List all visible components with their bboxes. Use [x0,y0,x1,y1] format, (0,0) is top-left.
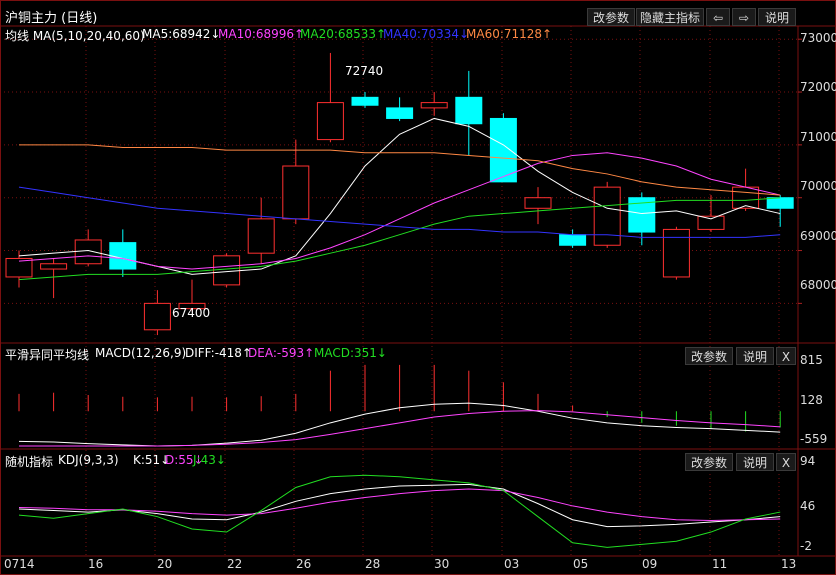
explain-button[interactable]: 说明 [758,8,796,26]
x-tick-label: 20 [157,557,173,571]
x-tick-label: 03 [504,557,520,571]
ma10-value: MA10:68996↑ [218,27,305,41]
d-line [18,488,781,522]
candle-body [455,96,483,125]
macd-y-tick-top: 815 [800,353,823,367]
chart-title: 沪铜主力 (日线) [5,11,98,26]
kdj-y-tick-top: 94 [800,454,816,468]
y-tick-68000: 68000 [800,278,836,292]
candle-body [697,215,725,230]
x-tick-label: 26 [296,557,312,571]
ma10-line [18,152,781,270]
y-tick-71000: 71000 [800,130,836,144]
candle-body [489,117,517,183]
candle-body [282,165,310,220]
x-tick-label: 0714 [4,557,35,571]
macd-dif-value: DIFF:-418↑ [185,346,252,360]
candle-body [420,102,448,109]
ma20-value: MA20:68533↑ [300,27,387,41]
macd-explain-button[interactable]: 说明 [736,347,774,365]
x-tick-label: 28 [365,557,381,571]
ma40-value: MA40:70334↓ [383,27,470,41]
next-arrow-icon[interactable]: ⇨ [732,8,756,26]
macd-dea-value: DEA:-593↑ [248,346,315,360]
macd-y-tick-mid: 128 [800,393,823,407]
candle-body [559,234,587,246]
candle-body [178,302,206,310]
kdj-params-button[interactable]: 改参数 [685,453,733,471]
ma5-value: MA5:68942↓ [142,27,221,41]
candle-body [316,102,344,141]
candle-body [40,263,68,270]
ma60-line [19,144,781,196]
prev-arrow-icon[interactable]: ⇦ [706,8,730,26]
x-tick-label: 09 [642,557,658,571]
candle-body [213,255,241,286]
kdj-close-icon[interactable]: X [776,453,796,471]
params-button[interactable]: 改参数 [587,8,635,26]
candle-body [74,239,102,265]
ma40-line [18,186,781,238]
macd-params: MACD(12,26,9) [95,346,187,360]
y-tick-72000: 72000 [800,80,836,94]
ma60-value: MA60:71128↑ [466,27,553,41]
kdj-params: KDJ(9,3,3) [58,453,119,467]
kdj-explain-button[interactable]: 说明 [736,453,774,471]
x-tick-label: 11 [712,557,728,571]
candle-body [109,242,137,270]
x-tick-label: 16 [88,557,104,571]
macd-y-tick-bottom: -559 [800,432,828,446]
j-line [18,474,781,548]
candle-body [247,218,275,254]
x-tick-label: 30 [434,557,450,571]
candle-body [766,197,794,209]
candle-body [662,228,690,278]
x-tick-label: 22 [227,557,243,571]
ma-legend-label: 均线 MA(5,10,20,40,60) [5,29,145,43]
candle-body [524,197,552,209]
macd-params-button[interactable]: 改参数 [685,347,733,365]
dea-line [19,410,781,447]
low-annotation: 67400 [172,306,211,320]
kdj-label: 随机指标 [5,455,54,469]
candle-body [143,302,171,331]
high-annotation: 72740 [345,64,384,78]
macd-close-icon[interactable]: X [776,347,796,365]
macd-value: MACD:351↓ [314,346,387,360]
y-tick-69000: 69000 [800,229,836,243]
kdj-j-value: J:43↓ [193,453,226,467]
x-tick-label: 05 [573,557,589,571]
kdj-k-value: K:51↓ [133,453,171,467]
ma20-line [18,197,781,281]
x-tick-label: 13 [781,557,797,571]
macd-label: 平滑异同平均线 [5,348,90,362]
y-tick-73000: 73000 [800,31,836,45]
candle-body [593,186,621,246]
candle-body [5,257,33,278]
kdj-y-tick-mid: 46 [800,499,816,513]
candle-body [386,107,414,119]
kdj-y-tick-bottom: -2 [800,539,812,553]
candle-body [732,186,760,209]
kdj-d-value: D:55↓ [165,453,204,467]
k-line [18,483,781,528]
y-tick-70000: 70000 [800,179,836,193]
candle-body [351,96,379,106]
hide-indicator-button[interactable]: 隐藏主指标 [636,8,704,26]
